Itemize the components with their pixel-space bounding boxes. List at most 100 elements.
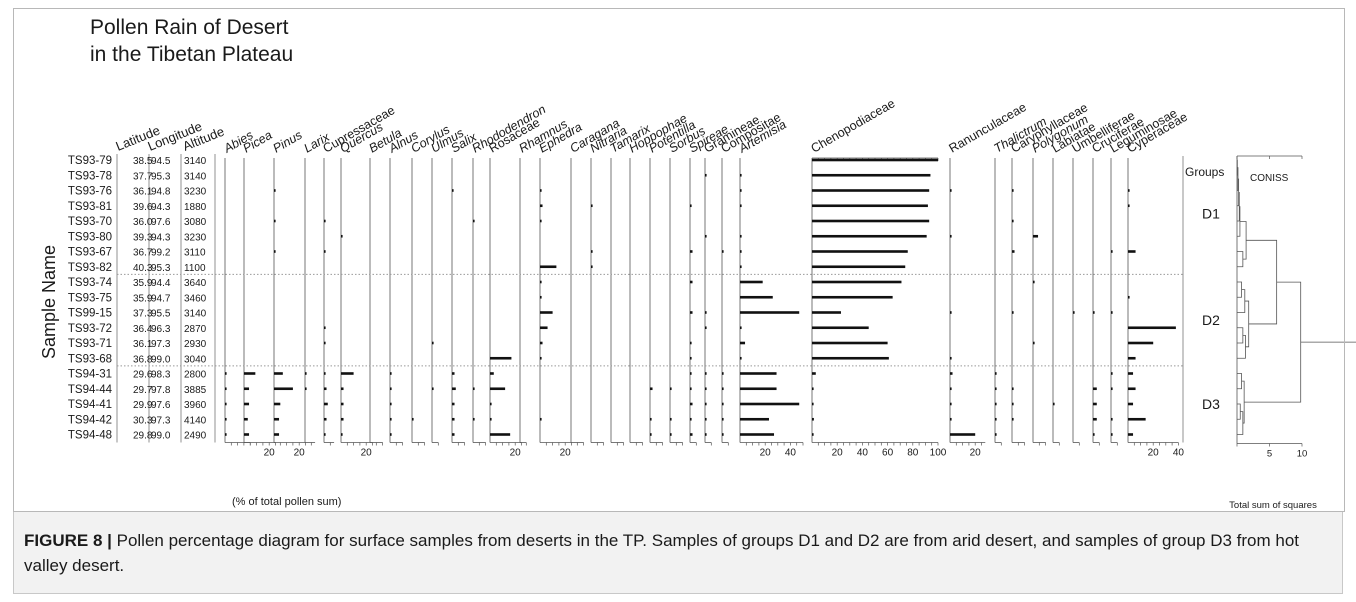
taxon-panel-pinus: Pinus 20 bbox=[271, 128, 306, 459]
bar-chenopodiaceae-ts93-75 bbox=[812, 295, 893, 299]
bar-polygonum-ts93-71 bbox=[1033, 341, 1035, 345]
bar-caryphyllaceae-ts94-42 bbox=[1012, 417, 1014, 421]
dendrogram-branch bbox=[1237, 373, 1242, 390]
sample-altitude: 3230 bbox=[184, 187, 207, 198]
bar-rosaceae-ts94-31 bbox=[490, 372, 494, 375]
bar-artemisia-ts94-42 bbox=[740, 417, 769, 421]
bar-spireae-ts94-31 bbox=[690, 372, 692, 375]
bar-ulmus-ts93-71 bbox=[432, 341, 434, 345]
taxon-panel-caragana: Caragana bbox=[568, 116, 622, 446]
sample-latitude: 36.4 bbox=[133, 324, 153, 335]
sample-altitude: 3640 bbox=[184, 278, 207, 289]
bar-leguminosae-ts93-67 bbox=[1111, 250, 1113, 253]
bar-rhododendron-ts94-44 bbox=[473, 387, 475, 391]
bar-pinus-ts93-70 bbox=[274, 219, 276, 223]
bar-abies-ts94-41 bbox=[225, 402, 227, 406]
bar-pinus-ts94-42 bbox=[274, 417, 280, 421]
bar-ranunculaceae-ts94-42 bbox=[950, 417, 952, 421]
bar-sorbus-ts94-42 bbox=[670, 417, 672, 421]
sample-altitude: 3110 bbox=[184, 248, 206, 259]
bar-chenopodiaceae-ts94-44 bbox=[812, 387, 814, 391]
bar-cyperaceae-ts93-81 bbox=[1128, 204, 1130, 208]
bar-alnus-ts94-31 bbox=[390, 372, 392, 375]
bar-cyperaceae-ts94-48 bbox=[1128, 433, 1134, 436]
bar-gramineae-ts99-15 bbox=[705, 311, 707, 314]
bar-thalictrum-ts94-42 bbox=[995, 417, 997, 421]
bar-gramineae-ts94-41 bbox=[705, 402, 707, 406]
dendrogram-branch bbox=[1244, 281, 1302, 403]
sample-name: TS93-81 bbox=[68, 201, 112, 213]
bar-artemisia-ts94-48 bbox=[740, 433, 775, 436]
sample-name: TS93-68 bbox=[68, 353, 112, 365]
bar-potentilla-ts94-42 bbox=[650, 417, 652, 421]
bar-umbelliferae-ts99-15 bbox=[1073, 311, 1075, 314]
bar-artemisia-ts93-67 bbox=[740, 250, 742, 253]
dendrogram-branch bbox=[1237, 281, 1242, 298]
bar-cupressaceae-ts93-67 bbox=[324, 250, 326, 253]
bar-picea-ts94-31 bbox=[244, 372, 256, 375]
taxon-panel-labiatae: Labiatae bbox=[1050, 119, 1098, 446]
bar-abies-ts94-48 bbox=[225, 433, 227, 436]
bar-gramineae-ts94-42 bbox=[705, 417, 707, 421]
coniss-label: CONISS bbox=[1250, 173, 1289, 184]
bar-thalictrum-ts94-48 bbox=[995, 433, 997, 436]
bar-cupressaceae-ts94-48 bbox=[324, 433, 326, 436]
sample-latitude: 30.3 bbox=[133, 415, 153, 426]
bar-chenopodiaceae-ts93-68 bbox=[812, 356, 889, 360]
bar-chenopodiaceae-ts93-81 bbox=[812, 204, 928, 208]
sample-longitude: 99.2 bbox=[151, 248, 171, 259]
taxon-tick-label: 20 bbox=[970, 448, 982, 459]
bar-chenopodiaceae-ts94-41 bbox=[812, 402, 814, 406]
bar-larix-ts94-31 bbox=[305, 372, 307, 375]
bar-chenopodiaceae-ts93-78 bbox=[812, 173, 931, 177]
bar-compositae-ts94-42 bbox=[722, 417, 724, 421]
bar-spireae-ts93-74 bbox=[690, 280, 693, 284]
bar-ephedra-ts93-76 bbox=[540, 189, 542, 192]
taxon-panel-polygonum: Polygonum bbox=[1030, 112, 1091, 446]
bar-leguminosae-ts94-42 bbox=[1111, 417, 1113, 421]
taxon-tick-label: 80 bbox=[907, 448, 919, 459]
taxon-panel-salix: Salix bbox=[449, 130, 480, 446]
sample-name: TS93-79 bbox=[68, 155, 112, 167]
caption-label: FIGURE 8 | bbox=[24, 531, 112, 550]
bar-cruciferae-ts94-41 bbox=[1093, 402, 1097, 406]
bar-salix-ts94-48 bbox=[452, 433, 455, 436]
bar-labiatae-ts94-41 bbox=[1053, 402, 1055, 406]
bar-pinus-ts94-41 bbox=[274, 402, 281, 406]
dendrogram-branch bbox=[1237, 167, 1239, 191]
sample-altitude: 1100 bbox=[184, 263, 206, 274]
taxon-tick-label: 60 bbox=[882, 448, 894, 459]
bar-ephedra-ts93-70 bbox=[540, 219, 542, 223]
bar-nitraria-ts93-82 bbox=[591, 265, 593, 269]
pollen-diagram: Pollen Rain of Desert in the Tibetan Pla… bbox=[39, 16, 1356, 511]
sample-altitude: 3460 bbox=[184, 293, 207, 304]
bar-ranunculaceae-ts93-68 bbox=[950, 356, 952, 360]
sample-altitude: 3885 bbox=[184, 385, 207, 396]
bar-thalictrum-ts94-31 bbox=[995, 372, 997, 375]
sample-latitude: 35.9 bbox=[133, 278, 153, 289]
sample-name: TS93-71 bbox=[68, 338, 112, 350]
sample-longitude: 97.6 bbox=[151, 217, 171, 228]
bar-chenopodiaceae-ts93-80 bbox=[812, 234, 927, 238]
bar-abies-ts94-44 bbox=[225, 387, 227, 391]
bar-cyperaceae-ts94-42 bbox=[1128, 417, 1146, 421]
sample-altitude: 2490 bbox=[184, 431, 207, 442]
bar-compositae-ts94-41 bbox=[722, 402, 724, 406]
bar-ranunculaceae-ts94-44 bbox=[950, 387, 952, 391]
bar-ephedra-ts93-81 bbox=[540, 204, 543, 208]
sample-altitude: 2800 bbox=[184, 370, 207, 381]
bar-pinus-ts94-44 bbox=[274, 387, 293, 391]
bar-cruciferae-ts94-42 bbox=[1093, 417, 1097, 421]
sample-name: TS93-82 bbox=[68, 262, 112, 274]
bar-ulmus-ts94-44 bbox=[432, 387, 434, 391]
sample-longitude: 96.3 bbox=[151, 324, 171, 335]
sample-longitude: 95.3 bbox=[151, 263, 171, 274]
caption-text: FIGURE 8 | Pollen percentage diagram for… bbox=[24, 528, 1324, 578]
taxon-panel-chenopodiaceae: Chenopodiaceae 20 40 60 80 100 bbox=[809, 96, 947, 458]
bar-thalictrum-ts94-41 bbox=[995, 402, 997, 406]
sample-longitude: 94.7 bbox=[151, 293, 171, 304]
taxon-panel-alnus: Alnus bbox=[386, 128, 421, 446]
bar-quercus-ts94-41 bbox=[341, 402, 344, 406]
